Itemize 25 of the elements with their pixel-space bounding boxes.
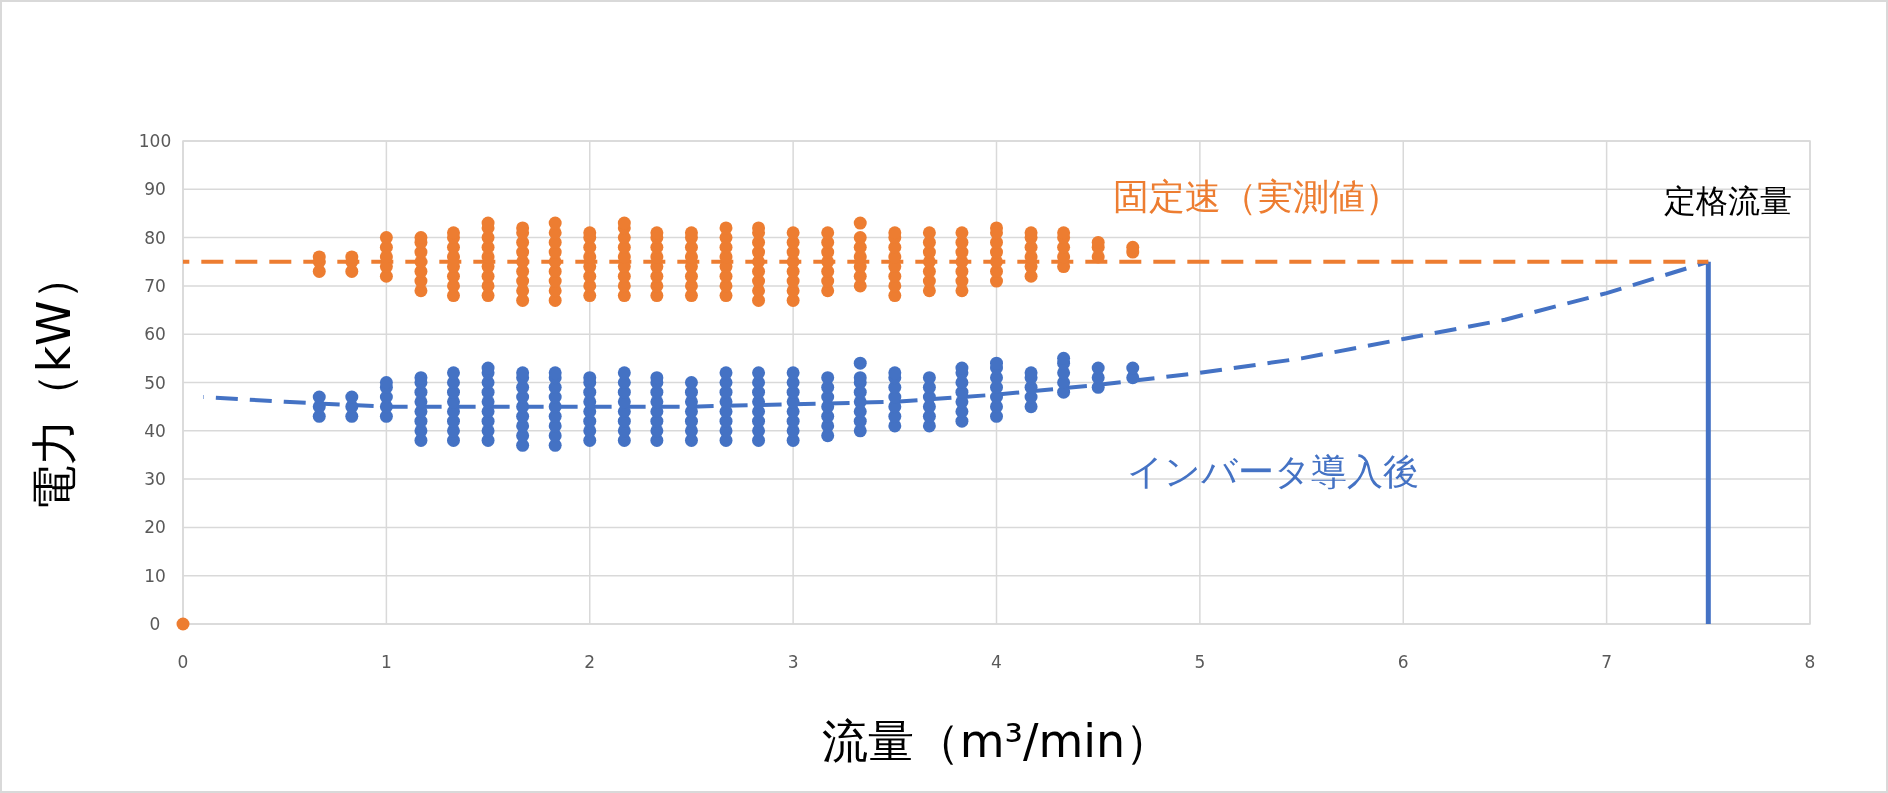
y-tick-label: 20 [144,517,166,538]
annotation: 定格流量 [1664,181,1793,220]
y-tick-label: 60 [144,324,166,345]
x-axis-title: 流量（m³/min） [821,714,1172,768]
y-tick-label: 100 [138,131,172,151]
y-tick-label: 90 [144,179,166,200]
y-axis-title: 電力（kW） [27,254,81,511]
y-tick-label: 0 [149,614,161,634]
x-tick-label: 0 [177,652,189,672]
y-tick-label: 40 [144,420,166,441]
y-tick-label: 30 [144,469,166,490]
x-tick-label: 2 [584,652,596,672]
y-tick-label: 70 [144,275,166,296]
y-tick-label: 80 [144,227,166,248]
y-tick-label: 50 [144,372,166,393]
x-tick-label: 6 [1397,652,1409,672]
x-tick-label: 8 [1804,652,1816,672]
x-tick-label: 7 [1601,652,1613,672]
series-label: インバータ導入後 [1127,450,1420,492]
series-label: 固定速（実測値） [1112,175,1401,217]
x-tick-label: 3 [787,652,799,672]
x-tick-label: 4 [991,652,1002,672]
x-tick-label: 5 [1194,652,1206,672]
y-tick-label: 10 [144,565,166,586]
x-tick-label: 1 [380,652,392,672]
